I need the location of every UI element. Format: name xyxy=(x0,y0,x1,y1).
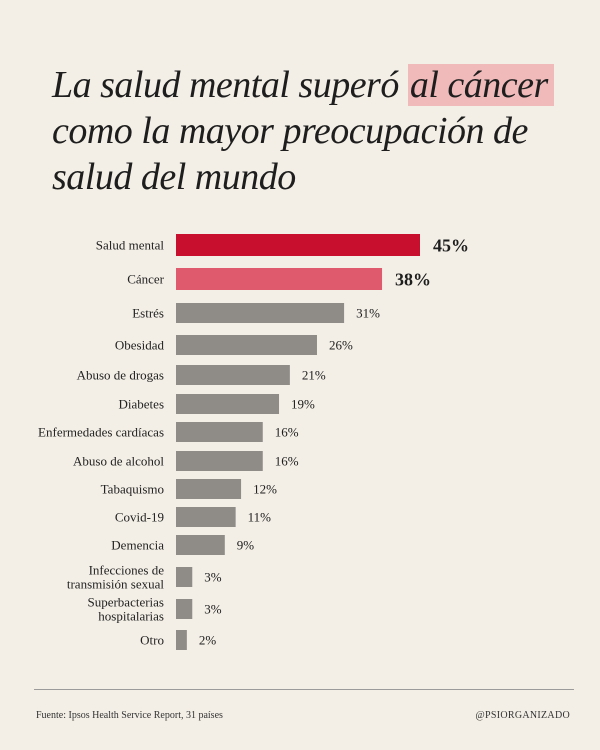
bar-0 xyxy=(176,234,420,256)
value-label-6: 16% xyxy=(275,425,299,440)
value-label-8: 12% xyxy=(253,482,277,497)
footer-divider xyxy=(34,689,574,690)
value-label-13: 2% xyxy=(199,633,217,648)
chart-title: La salud mental superó al cáncer como la… xyxy=(52,62,572,200)
bar-11 xyxy=(176,567,193,587)
bar-1 xyxy=(176,268,383,290)
title-line-3: salud del mundo xyxy=(52,156,296,198)
category-label-6: Enfermedades cardíacas xyxy=(38,425,164,440)
bar-5 xyxy=(176,394,280,414)
value-label-7: 16% xyxy=(275,454,299,469)
bar-10 xyxy=(176,535,225,555)
category-label-11: Infecciones de transmisión sexual xyxy=(67,563,165,592)
value-label-9: 11% xyxy=(248,510,272,525)
bar-3 xyxy=(176,335,317,355)
value-label-0: 45% xyxy=(433,236,469,256)
title-line-1: La salud mental superó xyxy=(52,64,399,106)
category-label-2: Estrés xyxy=(132,306,164,321)
category-label-0: Salud mental xyxy=(96,238,165,253)
category-label-7: Abuso de alcohol xyxy=(73,454,164,469)
value-label-2: 31% xyxy=(356,306,380,321)
bar-9 xyxy=(176,507,236,527)
value-label-4: 21% xyxy=(302,368,326,383)
bar-8 xyxy=(176,479,242,499)
value-label-3: 26% xyxy=(329,338,353,353)
title-highlight: al cáncer xyxy=(407,64,554,106)
bar-4 xyxy=(176,365,290,385)
category-label-1: Cáncer xyxy=(127,272,164,287)
value-label-10: 9% xyxy=(237,538,255,553)
value-label-12: 3% xyxy=(204,602,222,617)
bar-12 xyxy=(176,599,193,619)
category-label-4: Abuso de drogas xyxy=(77,368,164,383)
title-line-2: como la mayor preocupación de xyxy=(52,110,528,152)
value-label-1: 38% xyxy=(395,270,431,290)
category-label-13: Otro xyxy=(140,633,164,648)
value-label-5: 19% xyxy=(291,397,315,412)
bar-2 xyxy=(176,303,345,323)
bar-7 xyxy=(176,451,263,471)
value-label-11: 3% xyxy=(204,570,222,585)
category-label-3: Obesidad xyxy=(115,338,165,353)
author-handle: @PSIORGANIZADO xyxy=(475,710,570,721)
category-label-5: Diabetes xyxy=(119,397,164,412)
bar-6 xyxy=(176,422,263,442)
bar-13 xyxy=(176,630,187,650)
category-label-10: Demencia xyxy=(111,538,164,553)
category-label-12: Superbacterias hospitalarias xyxy=(87,595,164,624)
source-note: Fuente: Ipsos Health Service Report, 31 … xyxy=(36,710,223,721)
category-label-8: Tabaquismo xyxy=(101,482,164,497)
category-label-9: Covid-19 xyxy=(115,510,164,525)
